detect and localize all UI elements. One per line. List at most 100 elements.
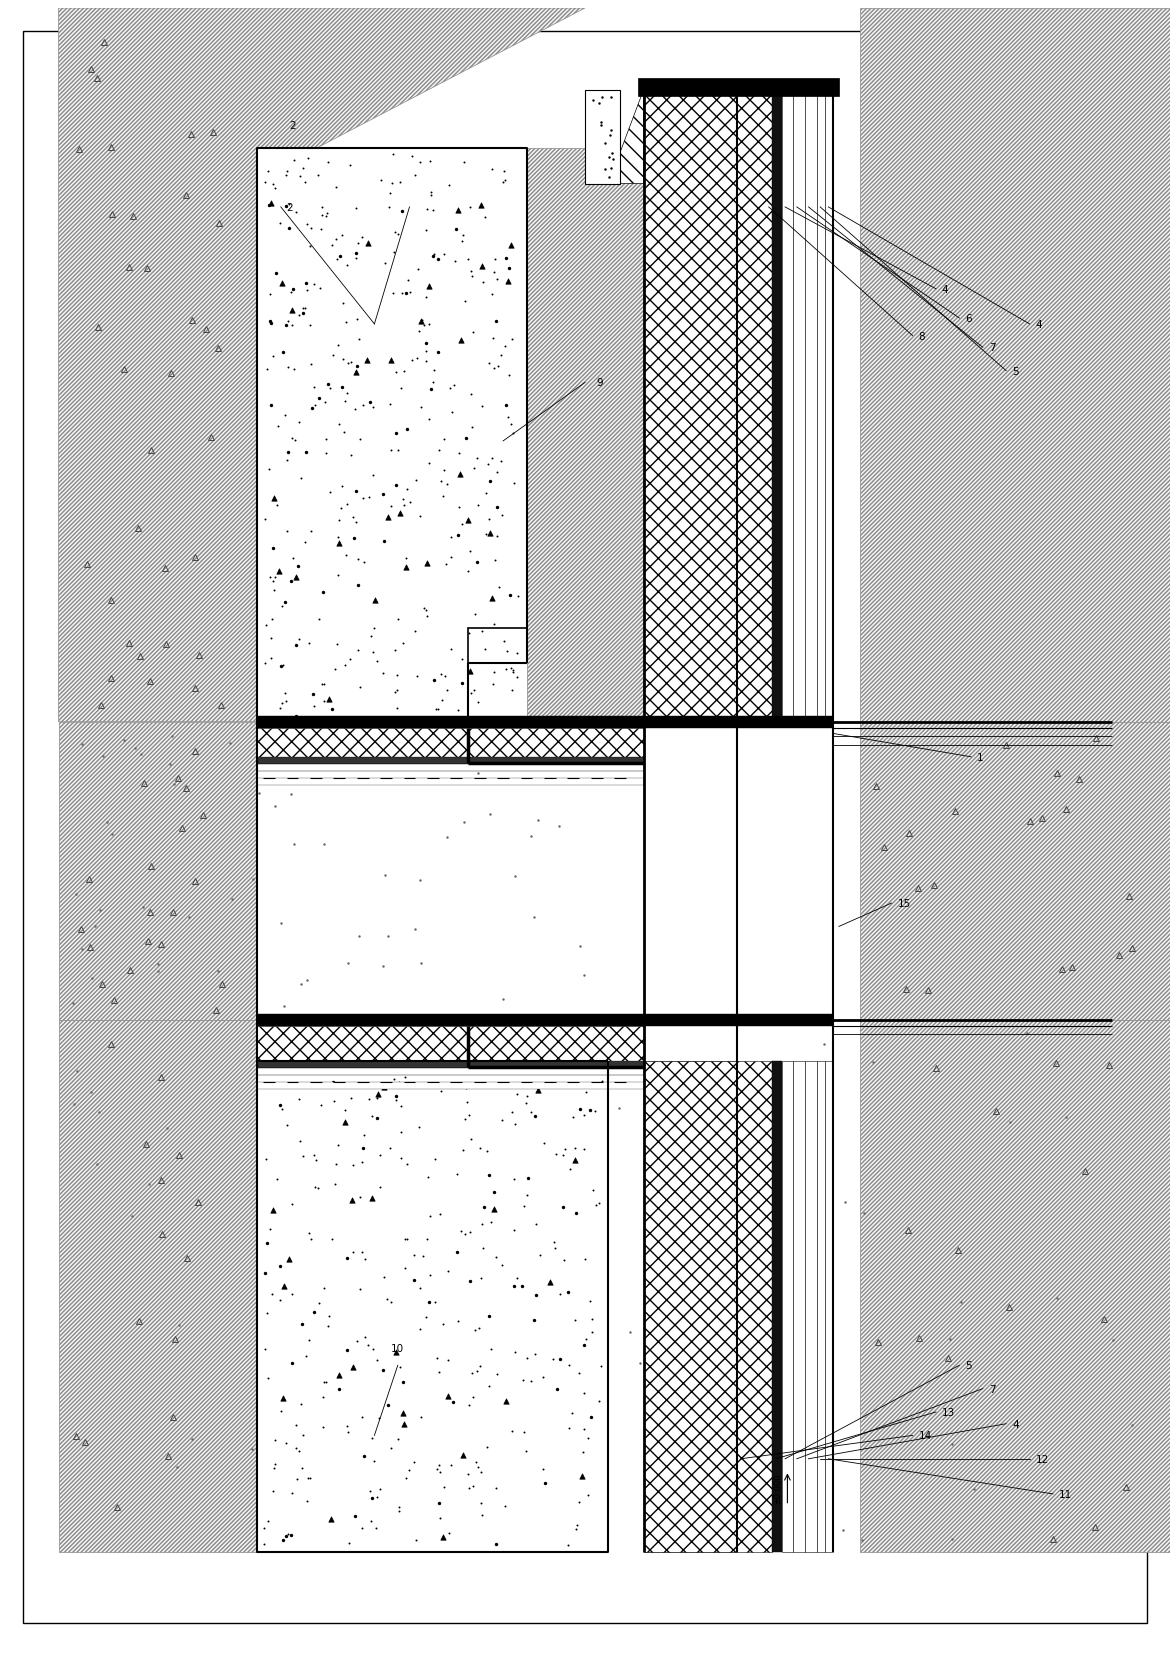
Point xyxy=(574,1102,593,1129)
Point xyxy=(405,1268,424,1294)
Point xyxy=(502,410,521,437)
Point xyxy=(259,159,277,185)
Point xyxy=(367,649,386,675)
Point xyxy=(593,1067,612,1094)
Point xyxy=(522,1099,541,1125)
Point xyxy=(498,405,517,432)
Point xyxy=(440,172,459,199)
Point xyxy=(302,518,321,544)
Polygon shape xyxy=(257,717,833,728)
Point xyxy=(464,1384,483,1410)
Point xyxy=(290,1086,309,1112)
Point xyxy=(468,1357,487,1384)
Point xyxy=(349,637,367,664)
Point xyxy=(340,1531,359,1557)
Polygon shape xyxy=(817,91,825,722)
Point xyxy=(284,147,303,174)
Point xyxy=(310,1289,329,1316)
Point xyxy=(298,278,317,305)
Point xyxy=(278,518,297,544)
Point xyxy=(487,1475,505,1501)
Point xyxy=(367,1347,386,1374)
Point xyxy=(362,622,380,649)
Point xyxy=(342,1084,360,1111)
Point xyxy=(559,1352,578,1379)
Point xyxy=(282,425,301,452)
Point xyxy=(345,397,364,424)
Point xyxy=(452,328,470,354)
Point xyxy=(318,149,337,175)
Point xyxy=(386,1339,405,1365)
Point xyxy=(428,247,447,273)
Point xyxy=(518,1183,537,1210)
Point xyxy=(264,1455,283,1481)
Point xyxy=(387,679,406,705)
Point xyxy=(534,1364,552,1390)
Point xyxy=(262,190,281,217)
Point xyxy=(503,326,522,353)
Point xyxy=(342,349,360,376)
Point xyxy=(559,1279,578,1306)
Point xyxy=(462,1127,481,1154)
Point xyxy=(414,313,433,339)
Point xyxy=(400,490,419,516)
Point xyxy=(579,1425,598,1451)
Point xyxy=(495,627,514,654)
Point xyxy=(365,1448,384,1475)
Point xyxy=(541,1269,559,1296)
Point xyxy=(398,268,417,295)
Point xyxy=(475,1195,494,1221)
Point xyxy=(359,232,378,258)
Point xyxy=(287,1435,305,1461)
Point xyxy=(316,204,335,230)
Point xyxy=(446,248,464,275)
Text: 12: 12 xyxy=(1035,1455,1048,1465)
Point xyxy=(566,1516,585,1542)
Point xyxy=(449,523,468,549)
Point xyxy=(454,222,473,248)
Point xyxy=(469,1314,488,1341)
Point xyxy=(418,197,436,223)
Point xyxy=(321,480,339,506)
Point xyxy=(460,1102,479,1129)
Point xyxy=(433,1524,452,1551)
Point xyxy=(454,1442,473,1468)
Point xyxy=(278,356,297,382)
Point xyxy=(502,233,521,260)
Point xyxy=(329,525,347,551)
Point xyxy=(433,483,452,510)
Point xyxy=(271,654,290,680)
Point xyxy=(301,233,319,260)
Point xyxy=(428,339,447,366)
Text: 8: 8 xyxy=(918,331,925,341)
Polygon shape xyxy=(638,79,839,96)
Point xyxy=(477,1433,496,1460)
Point xyxy=(387,695,406,722)
Point xyxy=(321,376,339,402)
Point xyxy=(408,257,427,283)
Point xyxy=(355,549,373,576)
Point xyxy=(543,1346,562,1372)
Point xyxy=(570,1360,589,1387)
Point xyxy=(338,1418,357,1445)
Point xyxy=(470,1135,489,1162)
Point xyxy=(259,1508,277,1534)
Point xyxy=(488,523,507,549)
Point xyxy=(406,162,425,189)
Point xyxy=(495,1493,514,1519)
Point xyxy=(563,1400,581,1427)
Point xyxy=(324,343,343,369)
Point xyxy=(292,1311,311,1337)
Point xyxy=(483,586,502,612)
Point xyxy=(280,192,298,218)
Point xyxy=(256,506,275,533)
Point xyxy=(448,1162,467,1188)
Point xyxy=(274,652,292,679)
Point xyxy=(496,1389,515,1415)
Point xyxy=(493,1107,511,1134)
Polygon shape xyxy=(585,91,620,184)
Point xyxy=(566,1200,585,1226)
Point xyxy=(292,1390,311,1417)
Point xyxy=(484,356,503,382)
Point xyxy=(498,268,517,295)
